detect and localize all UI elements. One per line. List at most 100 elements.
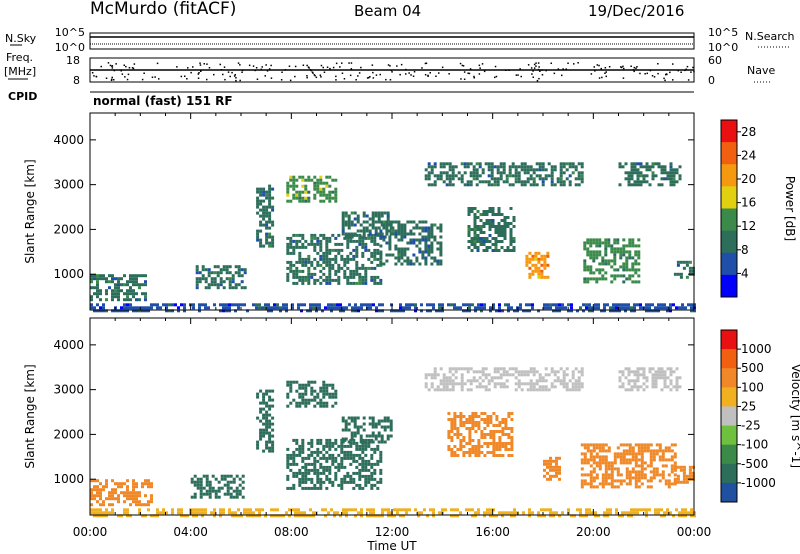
- range-gate-cell: [334, 196, 338, 200]
- range-gate-cell: [340, 483, 344, 487]
- range-gate-cell: [439, 174, 443, 178]
- range-gate-cell: [669, 388, 673, 392]
- range-gate-cell: [364, 248, 368, 252]
- range-gate-cell: [544, 367, 548, 371]
- range-gate-cell: [346, 444, 350, 448]
- range-gate-cell: [522, 309, 525, 313]
- range-gate-cell: [556, 370, 560, 374]
- freq-point: [113, 79, 115, 81]
- range-gate-cell: [495, 445, 499, 448]
- range-gate-cell: [645, 303, 648, 307]
- range-gate-cell: [506, 246, 510, 249]
- range-gate-cell: [494, 246, 498, 249]
- range-gate-cell: [96, 289, 99, 293]
- range-gate-cell: [265, 220, 269, 224]
- range-gate-cell: [421, 226, 425, 230]
- range-gate-cell: [237, 268, 241, 272]
- range-gate-cell: [325, 175, 329, 179]
- range-gate-cell: [448, 376, 452, 380]
- range-gate-cell: [93, 508, 96, 512]
- range-gate-cell: [271, 208, 275, 212]
- range-gate-cell: [304, 260, 308, 264]
- range-gate-cell: [448, 379, 452, 383]
- range-gate-cell: [377, 217, 381, 221]
- range-gate-cell: [141, 503, 144, 507]
- range-gate-cell: [634, 485, 638, 489]
- range-gate-cell: [603, 309, 606, 313]
- range-gate-cell: [207, 306, 210, 310]
- range-gate-cell: [672, 370, 676, 374]
- range-gate-cell: [462, 309, 465, 313]
- range-gate-cell: [465, 427, 469, 430]
- range-gate-cell: [546, 459, 549, 463]
- range-gate-cell: [465, 508, 468, 512]
- range-gate-cell: [601, 446, 605, 450]
- range-gate-cell: [328, 239, 332, 243]
- range-gate-cell: [592, 238, 596, 242]
- range-gate-cell: [627, 373, 631, 377]
- range-gate-cell: [627, 174, 631, 178]
- range-gate-cell: [540, 275, 544, 279]
- range-gate-cell: [472, 379, 476, 383]
- range-gate-cell: [298, 450, 302, 454]
- range-gate-cell: [262, 407, 266, 411]
- range-gate-cell: [627, 382, 631, 386]
- range-gate-cell: [298, 257, 302, 261]
- freq-point: [294, 75, 296, 78]
- range-gate-cell: [513, 511, 516, 515]
- range-gate-cell: [472, 177, 476, 181]
- range-gate-cell: [361, 275, 365, 279]
- range-gate-cell: [292, 272, 296, 276]
- range-gate-cell: [601, 262, 605, 266]
- range-gate-cell: [357, 511, 360, 515]
- range-gate-cell: [508, 171, 512, 175]
- range-gate-cell: [476, 210, 480, 213]
- range-gate-cell: [126, 497, 129, 501]
- range-gate-cell: [156, 514, 159, 518]
- freq-point: [329, 67, 331, 70]
- range-gate-cell: [509, 207, 513, 210]
- range-gate-cell: [237, 271, 241, 275]
- freq-point: [387, 64, 390, 66]
- range-gate-cell: [595, 238, 599, 242]
- range-gate-cell: [477, 303, 480, 307]
- range-gate-cell: [592, 461, 596, 465]
- range-gate-cell: [418, 226, 422, 230]
- range-gate-cell: [301, 447, 305, 451]
- freq-point: [478, 73, 481, 75]
- range-gate-cell: [624, 171, 628, 175]
- range-gate-cell: [577, 388, 581, 392]
- range-gate-cell: [619, 482, 623, 486]
- range-gate-cell: [645, 180, 649, 184]
- range-gate-cell: [535, 379, 539, 383]
- range-gate-cell: [481, 370, 485, 374]
- range-gate-cell: [222, 303, 225, 307]
- range-gate-cell: [388, 238, 392, 242]
- range-gate-cell: [377, 220, 381, 224]
- range-gate-cell: [460, 379, 464, 383]
- range-gate-cell: [450, 436, 454, 439]
- range-gate-cell: [180, 511, 183, 515]
- range-gate-cell: [613, 277, 617, 281]
- range-gate-cell: [268, 398, 272, 402]
- range-gate-cell: [489, 433, 493, 436]
- range-gate-cell: [307, 257, 311, 261]
- range-gate-cell: [322, 251, 326, 255]
- range-gate-cell: [486, 445, 490, 448]
- range-gate-cell: [102, 503, 105, 507]
- range-gate-cell: [370, 278, 374, 282]
- range-gate-cell: [228, 306, 231, 310]
- range-gate-cell: [328, 438, 332, 442]
- range-gate-cell: [369, 511, 372, 515]
- range-gate-cell: [448, 370, 452, 374]
- freq-point: [264, 75, 266, 77]
- range-gate-cell: [259, 389, 263, 393]
- range-gate-cell: [400, 247, 404, 251]
- range-gate-cell: [565, 177, 569, 181]
- range-gate-cell: [265, 214, 269, 218]
- range-gate-cell: [601, 455, 605, 459]
- range-gate-cell: [543, 462, 546, 466]
- range-gate-cell: [568, 183, 572, 187]
- range-gate-cell: [603, 303, 606, 307]
